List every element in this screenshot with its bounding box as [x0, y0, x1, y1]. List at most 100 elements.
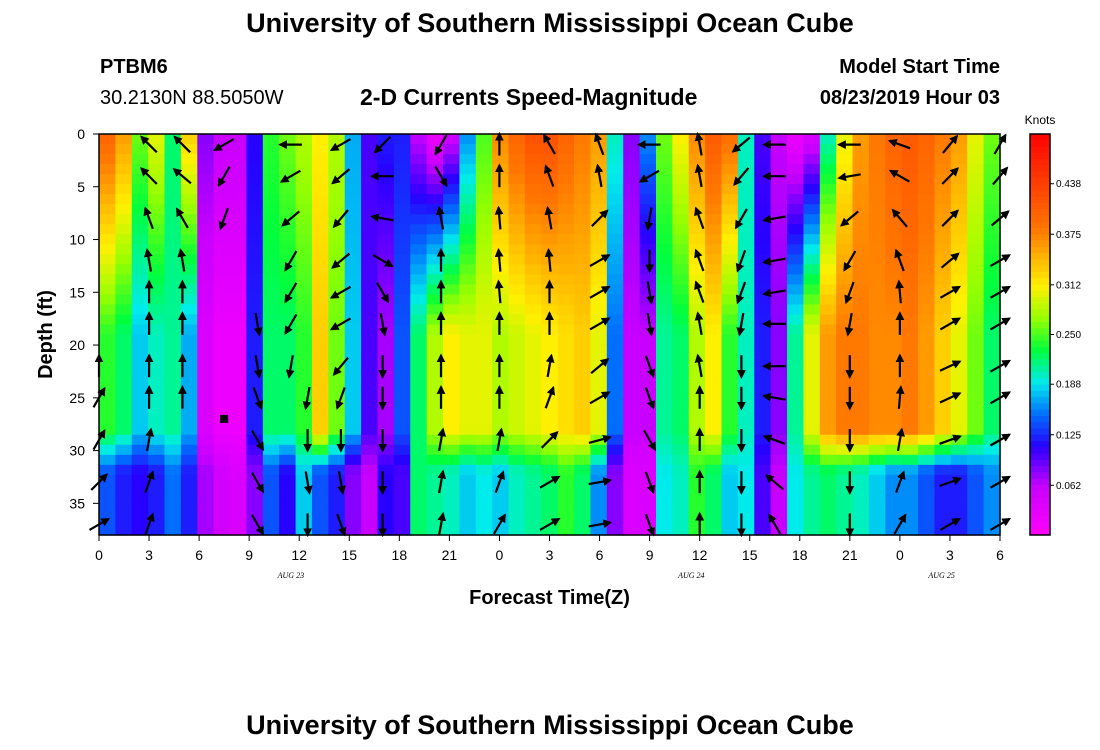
heatmap-cell	[705, 234, 723, 245]
heatmap-cell	[770, 144, 788, 155]
heatmap-cell	[492, 494, 510, 506]
heatmap-cell	[279, 354, 297, 366]
heatmap-cell	[328, 424, 346, 436]
heatmap-cell	[852, 514, 870, 526]
heatmap-cell	[672, 304, 690, 316]
heatmap-cell	[475, 184, 493, 195]
colorbar-tick-label: 0.250	[1056, 330, 1081, 341]
heatmap-cell	[295, 444, 313, 456]
heatmap-cell	[246, 484, 264, 496]
heatmap-cell	[803, 444, 821, 456]
heatmap-cell	[934, 254, 952, 265]
heatmap-cell	[590, 394, 608, 406]
heatmap-cell	[574, 514, 592, 526]
heatmap-cell	[115, 154, 133, 165]
heatmap-cell	[459, 174, 477, 185]
colorbar-swatch	[1030, 478, 1050, 486]
heatmap-cell	[377, 264, 395, 275]
heatmap-cell	[852, 394, 870, 406]
y-tick-label: 20	[69, 337, 85, 353]
heatmap-cell	[148, 284, 166, 296]
heatmap-cell	[377, 404, 395, 416]
current-vector-arrow	[492, 513, 506, 535]
heatmap-cell	[770, 334, 788, 346]
heatmap-cell	[246, 434, 264, 446]
heatmap-cell	[672, 444, 690, 456]
heatmap-cell	[639, 294, 657, 306]
heatmap-cell	[164, 414, 182, 426]
current-vector-arrow	[177, 248, 187, 272]
heatmap-cell	[803, 224, 821, 235]
heatmap-cell	[180, 474, 198, 486]
heatmap-cell	[918, 244, 936, 255]
colorbar-tick-label: 0.375	[1056, 230, 1081, 241]
heatmap-cell	[443, 234, 460, 245]
heatmap-cell	[623, 404, 641, 416]
heatmap-cell	[983, 314, 1001, 326]
heatmap-cell	[574, 444, 592, 456]
current-vector-arrow	[638, 169, 660, 183]
heatmap-cell	[99, 244, 116, 255]
heatmap-cell	[361, 494, 379, 506]
heatmap-cell	[557, 224, 575, 235]
heatmap-cell	[230, 304, 248, 316]
heatmap-cell	[377, 274, 395, 285]
heatmap-cell	[787, 354, 805, 366]
heatmap-cell	[393, 344, 411, 356]
heatmap-cell	[836, 144, 854, 155]
heatmap-cell	[688, 374, 706, 386]
heatmap-cell	[655, 454, 673, 466]
heatmap-cell	[754, 434, 772, 446]
heatmap-cell	[377, 394, 395, 406]
heatmap-cell	[230, 174, 248, 185]
heatmap-cell	[606, 394, 624, 406]
heatmap-cell	[443, 134, 460, 145]
heatmap-cell	[836, 354, 854, 366]
heatmap-cell	[131, 474, 149, 486]
heatmap-cell	[148, 234, 166, 245]
heatmap-cell	[279, 474, 297, 486]
heatmap-cell	[705, 364, 723, 376]
colorbar-swatch	[1030, 434, 1050, 442]
heatmap-cell	[541, 234, 559, 245]
heatmap-cell	[934, 144, 952, 155]
heatmap-cell	[393, 284, 411, 296]
colorbar-swatch	[1030, 409, 1050, 417]
current-vector-arrow	[252, 387, 264, 410]
heatmap-cell	[852, 434, 870, 446]
heatmap-cell	[246, 364, 264, 376]
current-vector-arrow	[694, 206, 705, 230]
heatmap-cell	[279, 154, 297, 165]
heatmap-cell	[115, 344, 133, 356]
colorbar-tick-label: 0.188	[1056, 380, 1081, 391]
heatmap-cell	[803, 154, 821, 165]
heatmap-cell	[443, 524, 460, 536]
heatmap-cell	[492, 204, 510, 215]
heatmap-cell	[492, 344, 510, 356]
heatmap-cell	[868, 294, 886, 306]
heatmap-cell	[328, 334, 346, 346]
heatmap-cell	[426, 424, 444, 436]
heatmap-cell	[197, 184, 215, 195]
heatmap-cell	[393, 454, 411, 466]
heatmap-cell	[885, 424, 903, 436]
heatmap-cell	[770, 304, 788, 316]
heatmap-cell	[344, 194, 362, 205]
heatmap-cell	[852, 464, 870, 476]
heatmap-cell	[344, 384, 362, 396]
heatmap-cell	[868, 244, 886, 255]
heatmap-cell	[885, 294, 903, 306]
heatmap-cell	[328, 514, 346, 526]
heatmap-cell	[754, 264, 772, 275]
heatmap-cell	[836, 164, 854, 175]
heatmap-cell	[590, 364, 608, 376]
heatmap-cell	[967, 454, 985, 466]
heatmap-cell	[377, 434, 395, 446]
heatmap-cell	[639, 434, 657, 446]
heatmap-cell	[508, 134, 526, 145]
heatmap-cell	[868, 164, 886, 175]
heatmap-cell	[99, 484, 116, 496]
heatmap-cell	[524, 224, 542, 235]
current-vector-arrow	[434, 134, 448, 156]
heatmap-cell	[99, 414, 116, 426]
